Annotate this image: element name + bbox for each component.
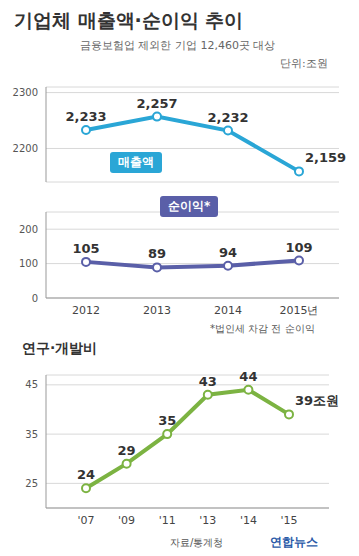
svg-text:44: 44 [239,369,257,384]
svg-text:'09: '09 [118,514,135,527]
html-text:순이익*: 순이익* [168,199,211,213]
svg-text:24: 24 [77,467,95,482]
svg-text:200: 200 [19,224,38,235]
svg-text:2,232: 2,232 [207,110,248,125]
svg-text:2300: 2300 [13,87,38,98]
svg-text:2015년: 2015년 [280,304,319,317]
html-text:연합뉴스: 연합뉴스 [270,535,318,549]
svg-text:2,159: 2,159 [305,150,346,165]
svg-text:2014: 2014 [214,304,242,317]
svg-text:94: 94 [219,245,237,260]
svg-text:2012: 2012 [72,304,100,317]
svg-text:'14: '14 [240,514,257,527]
svg-text:'11: '11 [159,514,176,527]
svg-text:100: 100 [19,258,38,269]
svg-text:2,257: 2,257 [136,96,177,111]
svg-text:25: 25 [25,478,38,489]
svg-text:'13: '13 [199,514,216,527]
svg-text:2,233: 2,233 [65,109,106,124]
html-text:금융보험업 제외한 기업 12,460곳 대상: 금융보험업 제외한 기업 12,460곳 대상 [80,39,276,52]
svg-text:0: 0 [32,293,38,304]
html-text:자료/통계청: 자료/통계청 [170,537,224,548]
svg-text:35: 35 [25,429,38,440]
svg-text:105: 105 [72,241,99,256]
svg-text:2200: 2200 [13,143,38,154]
svg-text:43: 43 [199,374,217,389]
svg-text:89: 89 [148,246,166,261]
svg-text:29: 29 [118,443,136,458]
html-text:매출액: 매출액 [118,155,154,169]
svg-text:'15: '15 [280,514,297,527]
html-text:기업체 매출액·순이익 추이: 기업체 매출액·순이익 추이 [14,9,244,31]
html-text:*법인세 차감 전 순이익: *법인세 차감 전 순이익 [210,323,315,334]
svg-text:45: 45 [25,379,38,390]
svg-text:35: 35 [158,413,176,428]
svg-text:'07: '07 [77,514,94,527]
svg-text:39조원: 39조원 [295,393,339,408]
html-text:단위:조원: 단위:조원 [280,57,328,70]
svg-text:2013: 2013 [143,304,171,317]
html-text:연구·개발비: 연구·개발비 [22,340,98,356]
svg-text:109: 109 [285,240,312,255]
